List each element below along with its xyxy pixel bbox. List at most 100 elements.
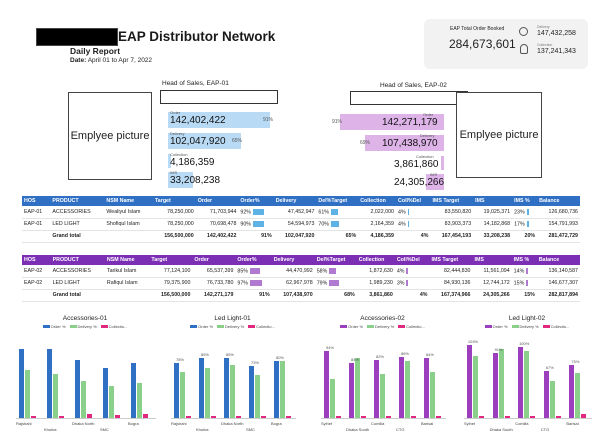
legend-item[interactable]: Delivery %: [511, 324, 539, 329]
column-header[interactable]: Coll%Del: [396, 257, 420, 263]
chart-bar[interactable]: [492, 353, 498, 418]
chart-bar[interactable]: [109, 386, 114, 418]
column-header[interactable]: Balance: [539, 198, 560, 204]
chart-bar[interactable]: [473, 356, 478, 418]
chart-bar[interactable]: [274, 361, 279, 418]
chart-bar[interactable]: [286, 415, 291, 418]
legend-item[interactable]: Collectio...: [398, 324, 425, 329]
chart-bar[interactable]: [47, 349, 52, 418]
chart-bar[interactable]: [137, 382, 142, 418]
chart-bar[interactable]: [518, 347, 524, 418]
legend-item[interactable]: Collectio...: [248, 324, 275, 329]
chart-bar[interactable]: [399, 357, 404, 418]
chart-bar[interactable]: [103, 368, 108, 418]
chart-bar[interactable]: [236, 415, 241, 418]
chart-bar[interactable]: [261, 415, 266, 418]
chart-bar[interactable]: [115, 415, 120, 418]
legend-item[interactable]: Order %: [340, 324, 363, 329]
column-header[interactable]: HOS: [24, 198, 36, 204]
chart-bar[interactable]: [374, 359, 379, 418]
column-header[interactable]: Target: [151, 257, 168, 263]
chart-bar[interactable]: [436, 415, 441, 418]
chart-bar[interactable]: [411, 415, 416, 418]
chart-bar[interactable]: [349, 362, 354, 418]
chart-bar[interactable]: [386, 415, 391, 418]
chart-bar[interactable]: [255, 375, 260, 418]
chart-bar[interactable]: [280, 361, 285, 418]
chart-bar[interactable]: [504, 415, 510, 418]
chart-bar[interactable]: [143, 414, 148, 418]
chart-bar[interactable]: [555, 415, 561, 418]
chart-bar[interactable]: [569, 364, 575, 418]
chart-bar[interactable]: [230, 364, 235, 418]
chart-bar[interactable]: [53, 374, 58, 418]
chart-bar[interactable]: [59, 415, 64, 418]
chart-bar[interactable]: [430, 371, 435, 418]
column-header[interactable]: HOS: [24, 257, 36, 263]
chart-bar[interactable]: [336, 415, 341, 418]
chart-bar[interactable]: [87, 414, 92, 418]
column-header[interactable]: IMS %: [513, 257, 530, 263]
column-header[interactable]: PRODUCT: [52, 257, 79, 263]
chart-bar[interactable]: [575, 373, 581, 418]
legend-item[interactable]: Delivery %: [69, 324, 97, 329]
column-header[interactable]: IMS: [475, 198, 485, 204]
chart-bar[interactable]: [174, 362, 179, 418]
column-header[interactable]: IMS %: [514, 198, 530, 204]
chart-bar[interactable]: [131, 362, 136, 418]
chart-bar[interactable]: [549, 381, 555, 418]
chart-bar[interactable]: [330, 379, 335, 418]
chart-bar[interactable]: [180, 371, 185, 418]
column-header[interactable]: Order%: [240, 198, 260, 204]
legend-item[interactable]: Collectio...: [100, 324, 127, 329]
column-header[interactable]: Delivery: [273, 257, 295, 263]
column-header[interactable]: Order: [194, 257, 209, 263]
chart-bar[interactable]: [467, 344, 472, 418]
chart-bar[interactable]: [581, 413, 587, 418]
column-header[interactable]: Order%: [237, 257, 257, 263]
column-header[interactable]: Del%Target: [316, 257, 346, 263]
column-header[interactable]: NSM Name: [106, 257, 135, 263]
chart-bar[interactable]: [186, 415, 191, 418]
chart-bar[interactable]: [224, 357, 229, 418]
column-header[interactable]: Collection: [360, 198, 386, 204]
column-header[interactable]: Coll%Del: [398, 198, 421, 204]
column-header[interactable]: PRODUCT: [52, 198, 79, 204]
legend-item[interactable]: Delivery %: [217, 324, 244, 329]
column-header[interactable]: Order: [197, 198, 213, 204]
chart-bar[interactable]: [324, 351, 329, 418]
chart-bar[interactable]: [479, 415, 484, 418]
legend-item[interactable]: Collectio...: [542, 324, 569, 329]
column-header[interactable]: IMS Target: [431, 257, 459, 263]
column-header[interactable]: IMS: [474, 257, 484, 263]
chart-bar[interactable]: [205, 368, 210, 418]
column-header[interactable]: NSM Name: [106, 198, 135, 204]
chart-bar[interactable]: [199, 357, 204, 418]
column-header[interactable]: Delivery: [275, 198, 297, 204]
chart-bar[interactable]: [25, 369, 30, 418]
chart-bar[interactable]: [524, 350, 530, 418]
chart-bar[interactable]: [405, 361, 410, 418]
chart-bar[interactable]: [81, 381, 86, 418]
chart-bar[interactable]: [31, 415, 36, 418]
column-header[interactable]: Target: [154, 198, 171, 204]
column-header[interactable]: IMS Target: [432, 198, 460, 204]
chart-bar[interactable]: [424, 358, 429, 418]
column-header[interactable]: Collection: [358, 257, 385, 263]
chart-bar[interactable]: [19, 348, 24, 418]
chart-bar[interactable]: [543, 370, 549, 418]
column-header[interactable]: Del%Target: [318, 198, 348, 204]
chart-bar[interactable]: [355, 358, 360, 418]
column-header[interactable]: Balance: [538, 257, 560, 263]
chart-bar[interactable]: [211, 415, 216, 418]
chart-bar[interactable]: [361, 415, 366, 418]
legend-item[interactable]: Order %: [484, 324, 508, 329]
chart-bar[interactable]: [380, 374, 385, 418]
legend-item[interactable]: Order %: [42, 324, 66, 329]
chart-bar[interactable]: [530, 415, 536, 418]
chart-bar[interactable]: [498, 348, 504, 418]
legend-item[interactable]: Delivery %: [367, 324, 394, 329]
chart-bar[interactable]: [249, 366, 254, 418]
legend-item[interactable]: Order %: [190, 324, 213, 329]
chart-bar[interactable]: [75, 359, 80, 418]
